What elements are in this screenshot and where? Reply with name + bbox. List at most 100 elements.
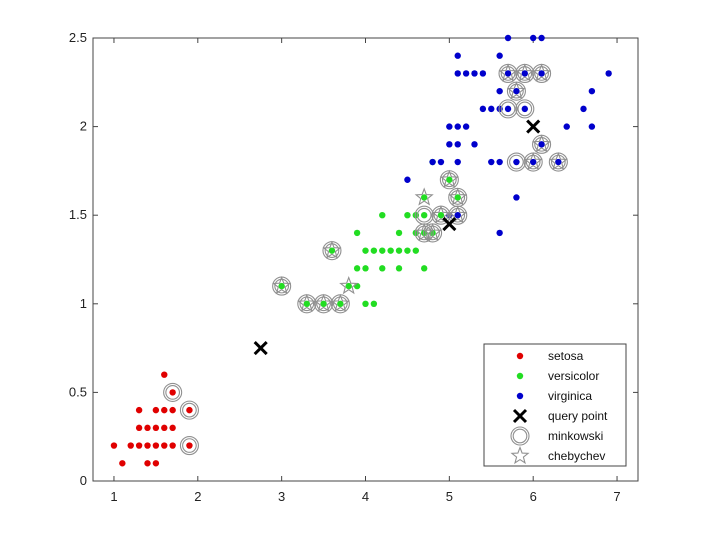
ring-inner [512, 428, 528, 444]
versicolor-point [362, 300, 369, 307]
setosa-point [169, 389, 176, 396]
chebychev-marker [414, 187, 434, 206]
versicolor-point [303, 300, 311, 307]
versicolor-point [420, 265, 428, 272]
series-minkowski [163, 63, 568, 456]
setosa-point [135, 442, 143, 449]
virginica-point [496, 158, 503, 166]
query-stroke [512, 408, 528, 424]
virginica-point [504, 70, 512, 77]
virginica-point [404, 176, 411, 183]
setosa-point [127, 442, 134, 449]
virginica-point [437, 158, 445, 166]
ring-inner [425, 225, 440, 241]
y-tick-label: 2.5 [69, 30, 87, 45]
chebychev-marker [532, 63, 552, 82]
virginica-point [529, 34, 537, 42]
chebychev-marker [548, 151, 568, 171]
virginica-point [471, 141, 478, 148]
setosa-point [152, 406, 160, 414]
x-tick-label: 1 [110, 489, 117, 504]
legend-item-virginica: virginica [516, 389, 592, 403]
ring-outer [515, 99, 535, 119]
ring-outer [506, 152, 526, 172]
versicolor-point [387, 247, 394, 254]
series-query-point [253, 119, 541, 356]
virginica-point [588, 123, 596, 130]
minkowski-marker [163, 382, 183, 402]
chebychev-marker [339, 276, 359, 295]
ring-inner [299, 296, 315, 312]
chebychev-marker [506, 81, 526, 100]
virginica-point [429, 158, 436, 166]
setosa-point [135, 406, 143, 414]
y-tick-label: 2 [80, 119, 87, 134]
legend-box [483, 343, 627, 467]
virginica-point [538, 70, 545, 77]
versicolor-point [278, 282, 285, 290]
setosa-point [161, 406, 168, 414]
legend-label: virginica [548, 389, 592, 403]
virginica-point [538, 34, 545, 42]
chebychev-marker [431, 205, 451, 224]
virginica-point [479, 70, 487, 77]
setosa-point [161, 442, 168, 449]
legend-label: query point [548, 409, 608, 423]
virginica-point [504, 34, 512, 42]
ring-inner [324, 243, 340, 258]
ring-inner [517, 101, 533, 117]
legend-item-minkowski: minkowski [510, 426, 603, 446]
x-tick-label: 3 [278, 489, 285, 504]
virginica-point [496, 87, 503, 95]
query-stroke [253, 341, 268, 356]
chebychev-marker [330, 293, 350, 312]
query-point-marker [253, 341, 268, 356]
ring-inner [525, 154, 541, 170]
query-stroke [442, 216, 457, 232]
legend-label: minkowski [548, 429, 603, 443]
versicolor-point [412, 247, 420, 254]
ring-inner [534, 66, 549, 81]
series-chebychev [272, 63, 568, 312]
x-tick-label: 2 [194, 489, 201, 504]
y-tick-label: 0 [80, 473, 87, 488]
chebychev-marker [314, 293, 334, 312]
virginica-point [496, 229, 503, 237]
chebychev-marker [272, 276, 292, 295]
chebychev-marker [448, 205, 468, 224]
versicolor-point [345, 282, 352, 290]
legend-label: versicolor [548, 369, 599, 383]
virginica-point [471, 70, 478, 77]
setosa-point [152, 460, 160, 467]
ring-inner [450, 207, 466, 223]
virginica-point [446, 123, 453, 130]
versicolor-point [446, 176, 453, 183]
minkowski-marker [179, 436, 199, 456]
chebychev-marker [515, 63, 535, 82]
chebychev-marker [532, 134, 552, 153]
virginica-point [496, 52, 503, 59]
axis-ticks: 1 2 3 4 5 6 7 0 0.5 1 1.5 2 2.5 [69, 30, 638, 504]
virginica-point [454, 158, 461, 166]
versicolor-point [454, 194, 461, 201]
setosa-point [144, 460, 151, 467]
minkowski-marker [179, 400, 199, 420]
virginica-point [446, 141, 453, 148]
versicolor-point [395, 229, 403, 237]
virginica-point [605, 70, 612, 77]
virginica-point [454, 141, 461, 148]
virginica-point [563, 123, 570, 130]
x-tick-label: 6 [530, 489, 537, 504]
legend-item-chebychev: chebychev [510, 445, 605, 465]
versicolor-point [328, 247, 336, 254]
chebychev-marker [448, 187, 468, 206]
versicolor-point [404, 247, 411, 254]
virginica-point [454, 212, 461, 219]
versicolor-point [379, 212, 386, 219]
setosa-point [119, 460, 126, 467]
setosa-point [161, 424, 168, 432]
y-tick-label: 0.5 [69, 384, 87, 399]
virginica-point [529, 158, 537, 166]
setosa-point [186, 406, 193, 414]
chebychev-marker [498, 63, 518, 82]
